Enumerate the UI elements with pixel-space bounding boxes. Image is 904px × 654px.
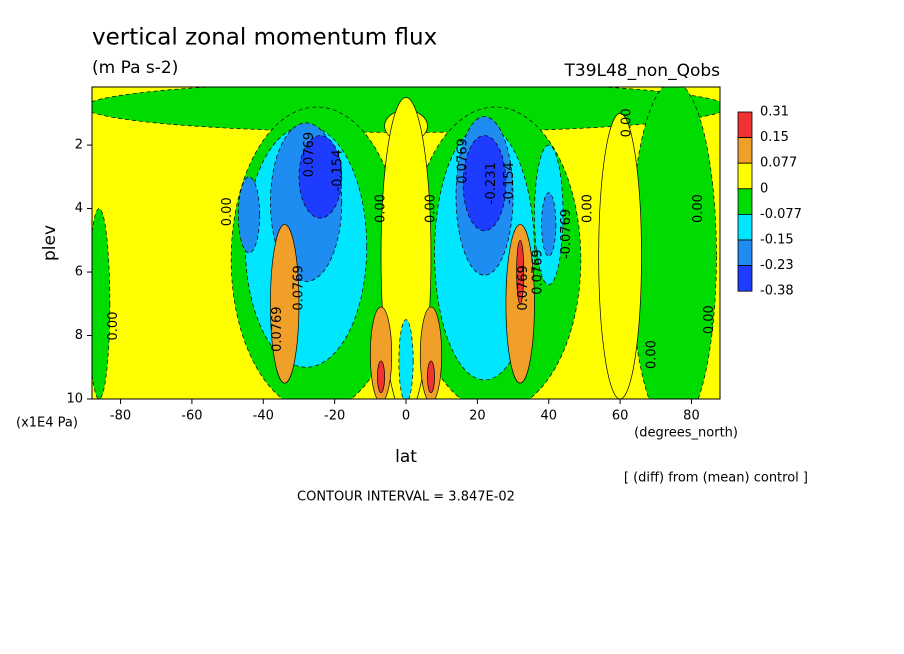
x-axis-label: lat	[395, 447, 417, 467]
colorbar-box	[737, 239, 753, 267]
colorbar-label: 0	[760, 181, 768, 196]
contour-region	[237, 176, 261, 254]
contour-label: -0.154	[331, 150, 346, 192]
contour-region	[541, 192, 557, 257]
contour-label: 0.00	[423, 194, 438, 223]
chart-subtitle: (m Pa s-2)	[92, 58, 178, 78]
colorbar-box	[737, 265, 753, 292]
contour-label: 0.0769	[291, 265, 306, 311]
contour-label: 0.0769	[302, 132, 317, 178]
x-tick-label: 40	[540, 409, 557, 424]
colorbar-label: -0.077	[760, 207, 802, 222]
contour-label: 0.00	[702, 305, 717, 334]
x-tick-label: 60	[612, 409, 629, 424]
contour-label: 0.00	[374, 194, 389, 223]
colorbar-label: 0.077	[760, 156, 797, 171]
colorbar-label: 0.31	[760, 105, 789, 120]
colorbar-label: -0.38	[760, 284, 794, 299]
colorbar-label: -0.23	[760, 258, 794, 273]
y-tick-label: 6	[75, 265, 83, 280]
contour-label: 0.00	[580, 194, 595, 223]
contour-label: -0.0769	[559, 209, 574, 259]
contour-region	[298, 135, 343, 219]
run-label: T39L48_non_Qobs	[564, 61, 721, 81]
field: 0.00 0.00 0.00 0.00 0.00 0.00 0.00 0.00 0.00 0.07…	[92, 87, 720, 399]
contour-label: -0.231	[484, 162, 499, 204]
x-tick-label: -60	[181, 409, 202, 424]
colorbar-box	[737, 213, 753, 241]
contour-region	[380, 97, 432, 399]
contour-region	[419, 306, 443, 399]
y-axis-label: plev	[40, 225, 60, 261]
contour-region	[598, 113, 642, 399]
x-tick-label: 20	[469, 409, 486, 424]
x-tick-label: -80	[110, 409, 131, 424]
contour-region	[630, 87, 717, 399]
x-tick-label: 80	[683, 409, 700, 424]
contour-label: 0.0769	[531, 249, 546, 295]
contour-label: 0.00	[645, 340, 660, 369]
contour-region	[398, 319, 414, 399]
contour-region	[92, 208, 111, 399]
y-tick-label: 2	[75, 138, 83, 153]
contour-interval: CONTOUR INTERVAL = 3.847E-02	[297, 490, 515, 505]
x-axis-unit: (degrees_north)	[634, 426, 738, 441]
y-axis-unit: (x1E4 Pa)	[16, 416, 78, 431]
x-tick-label: -40	[253, 409, 274, 424]
contour-label: 0.0769	[270, 306, 285, 352]
colorbar-box	[737, 188, 753, 215]
contour-region	[427, 360, 435, 394]
y-tick-label: 10	[66, 392, 83, 407]
contour-region	[369, 306, 393, 399]
contour-label: 0.00	[691, 194, 706, 223]
colorbar-box	[737, 111, 753, 139]
x-tick-label: -20	[324, 409, 345, 424]
contour-label: -0.154	[502, 162, 517, 204]
contour-label: 0.0769	[516, 265, 531, 311]
note: [ (diff) from (mean) control ]	[624, 471, 808, 486]
colorbar-box	[737, 137, 753, 164]
contour-label: 0.0769	[456, 138, 471, 184]
contour-region	[377, 360, 385, 394]
contour-region	[270, 224, 300, 384]
contour-region	[462, 135, 507, 232]
colorbar-label: 0.15	[760, 130, 789, 145]
y-tick-label: 4	[75, 201, 83, 216]
colorbar-box	[737, 162, 753, 190]
x-tick-label: 0	[402, 409, 410, 424]
contour-label: 0.00	[106, 312, 121, 341]
chart-title: vertical zonal momentum flux	[92, 25, 437, 51]
contour-region	[516, 239, 525, 305]
colorbar-label: -0.15	[760, 233, 794, 248]
contour-label: 0.00	[620, 108, 635, 137]
contour-label: 0.00	[220, 197, 235, 226]
y-tick-label: 8	[75, 328, 83, 343]
